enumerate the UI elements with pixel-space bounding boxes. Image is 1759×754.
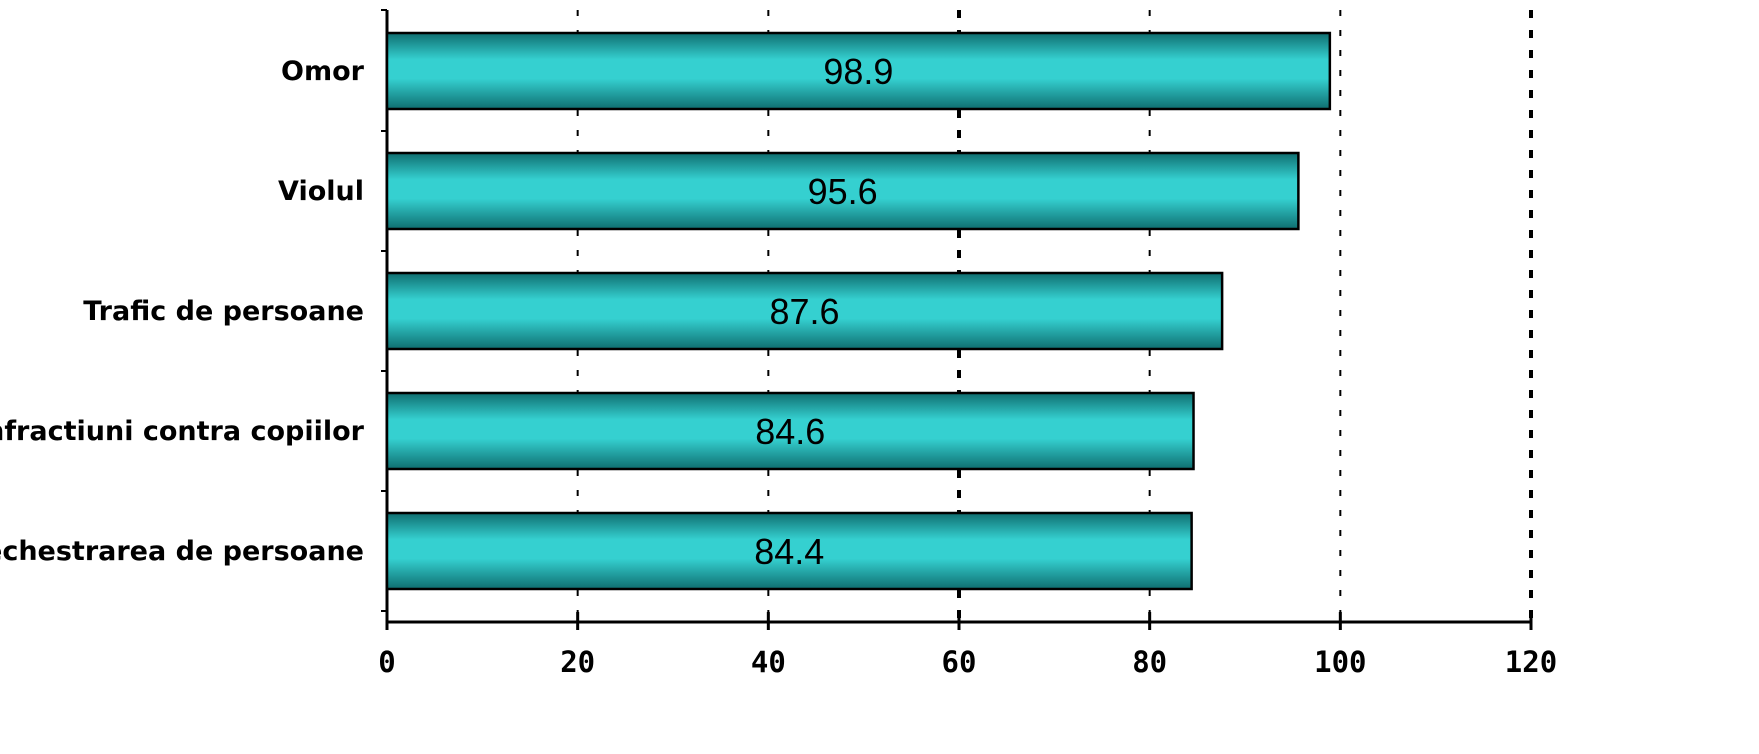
category-label: Omor: [281, 56, 365, 87]
bar: [385, 271, 1224, 351]
bar: [385, 31, 1332, 111]
x-tick-label: 80: [1132, 645, 1167, 679]
bar: [385, 511, 1193, 591]
category-label: Infractiuni contra copiilor: [0, 416, 365, 447]
x-tick-label: 40: [751, 645, 786, 679]
bar-value-label: 84.4: [754, 531, 824, 572]
x-tick-label: 60: [942, 645, 977, 679]
bar: [385, 391, 1195, 471]
bar-value-label: 87.6: [770, 291, 840, 332]
labels: 0 20 40 60 80 100 120 98.9 Omor 95.6 Violul 87.6 Tra…: [0, 51, 1557, 679]
bar-value-label: 95.6: [808, 171, 878, 212]
bar-value-label: 98.9: [823, 51, 893, 92]
bar-value-label: 84.6: [755, 411, 825, 452]
category-label: Sechestrarea de persoane: [0, 536, 364, 567]
bars: [385, 31, 1332, 591]
bar: [385, 151, 1300, 231]
x-tick-label: 120: [1505, 645, 1557, 679]
x-tick-label: 0: [378, 645, 395, 679]
category-label: Violul: [278, 176, 364, 207]
x-tick-label: 20: [560, 645, 595, 679]
x-tick-label: 100: [1314, 645, 1366, 679]
category-label: Trafic de persoane: [83, 296, 364, 327]
